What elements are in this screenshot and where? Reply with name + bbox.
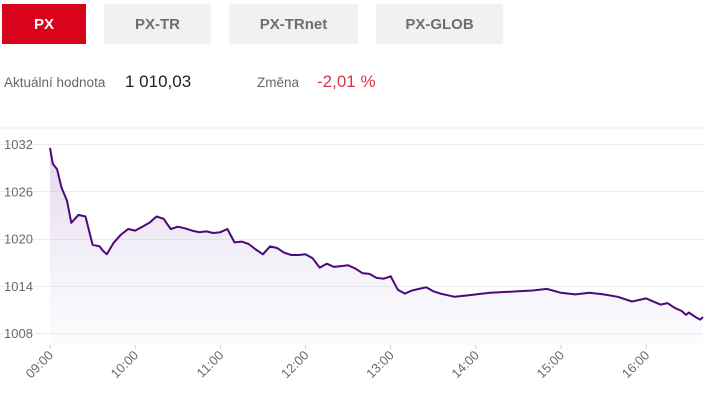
tab-px-tr[interactable]: PX-TR — [104, 4, 211, 44]
y-tick-label: 1032 — [4, 137, 33, 152]
y-tick-label: 1020 — [4, 232, 33, 247]
tab-px[interactable]: PX — [2, 4, 86, 44]
index-tabs: PX PX-TR PX-TRnet PX-GLOB — [2, 4, 521, 44]
x-tick-label: 10:00 — [108, 348, 142, 382]
x-tick-label: 11:00 — [194, 348, 227, 381]
current-value-label: Aktuální hodnota — [4, 75, 106, 90]
tab-px-trnet[interactable]: PX-TRnet — [229, 4, 358, 44]
tab-px-glob[interactable]: PX-GLOB — [376, 4, 503, 44]
y-axis-ticks: 1008 1014 1020 1026 1032 — [4, 137, 33, 341]
x-tick-label: 13:00 — [363, 348, 397, 382]
x-axis-ticks: 09:00 10:00 11:00 12:00 13:00 14:00 15:00 16:00 — [23, 345, 653, 382]
series-area — [50, 147, 703, 345]
current-value: 1 010,03 — [125, 72, 192, 91]
x-tick-label: 15:00 — [534, 348, 568, 382]
x-tick-label: 14:00 — [448, 348, 482, 382]
change-label: Změna — [257, 75, 300, 90]
series-line — [49, 147, 704, 321]
y-tick-label: 1008 — [4, 326, 33, 341]
y-tick-label: 1026 — [4, 184, 33, 199]
x-tick-label: 12:00 — [278, 348, 312, 382]
change-value: -2,01 % — [317, 72, 376, 91]
y-tick-label: 1014 — [4, 279, 33, 294]
x-tick-label: 16:00 — [619, 348, 653, 382]
x-tick-label: 09:00 — [23, 348, 57, 382]
